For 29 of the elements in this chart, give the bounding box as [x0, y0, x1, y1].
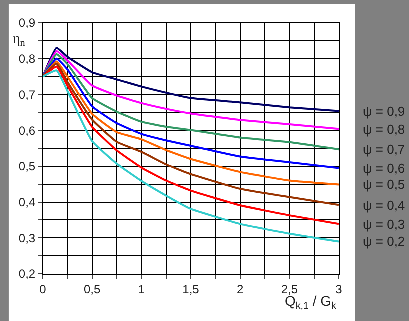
series-label: ψ = 0,7 [363, 142, 406, 157]
series-label: ψ = 0,5 [363, 177, 406, 192]
x-tick-label: 1 [138, 282, 146, 296]
series-label: ψ = 0,2 [363, 234, 406, 249]
x-tick-label: 0 [40, 282, 47, 296]
y-tick-label: 0,2 [18, 267, 36, 282]
line-series [43, 58, 339, 170]
x-tick-label: 0,5 [84, 282, 101, 296]
line-series [43, 60, 339, 186]
x-tick-label: 2 [236, 282, 244, 296]
x-tick-label: 1,5 [182, 282, 200, 296]
y-tick-label: 0,9 [18, 16, 36, 30]
x-tick-label: 3 [336, 282, 343, 296]
y-tick-label: 0,7 [18, 88, 36, 102]
y-tick-label: 0,6 [18, 124, 36, 138]
series-label: ψ = 0,8 [363, 122, 406, 137]
series-label: ψ = 0,4 [363, 198, 406, 213]
x-tick-label: 2,5 [281, 282, 298, 296]
line-series [43, 54, 339, 151]
series-label: ψ = 0,9 [363, 104, 406, 119]
y-tick-label: 0,5 [18, 160, 36, 174]
y-tick-label: 0,4 [18, 195, 36, 210]
y-tick-label: 0,3 [18, 231, 36, 246]
line-series [43, 47, 339, 112]
y-tick-label: 0,8 [18, 52, 36, 66]
series-label: ψ = 0,6 [363, 161, 406, 176]
line-series [43, 50, 339, 130]
series-label: ψ = 0,3 [363, 217, 406, 232]
y-axis-title: η$_{n}$ [13, 32, 26, 49]
